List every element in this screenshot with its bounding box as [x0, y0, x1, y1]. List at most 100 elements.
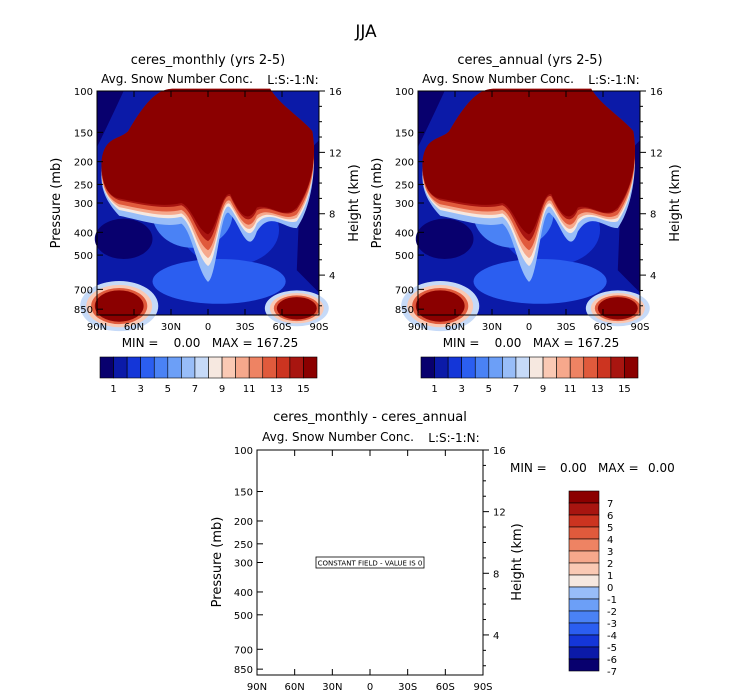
- x-tick-label: 90S: [630, 322, 649, 333]
- colorbar-label: 1: [431, 384, 437, 395]
- colorbar-label: 7: [513, 384, 519, 395]
- colorbar: 1 3 5 7 9 11 13 15: [99, 356, 318, 395]
- colorbar-label: -3: [607, 619, 617, 630]
- y-tick-label: 850: [74, 305, 93, 316]
- height-tick-label: 12: [493, 508, 506, 519]
- x-tick-label: 30N: [322, 682, 342, 693]
- y-tick-label: 700: [234, 645, 253, 656]
- colorbar-swatch: [568, 574, 600, 588]
- colorbar-swatch: [569, 356, 585, 379]
- y-tick-label: 250: [74, 180, 93, 191]
- colorbar-swatch: [568, 490, 600, 504]
- annotation-box: [315, 556, 425, 569]
- colorbar-swatch: [181, 356, 196, 379]
- colorbar-swatch: [597, 356, 612, 379]
- field-contour: [422, 88, 635, 235]
- field-contour: [597, 297, 638, 320]
- colorbar-swatch: [568, 562, 600, 576]
- colorbar-swatch: [447, 356, 462, 379]
- colorbar-swatch: [140, 356, 155, 379]
- min-max-readout: MIN = 0.00 MAX = 167.25: [443, 336, 620, 350]
- y-tick-label: 200: [234, 517, 253, 528]
- y-tick-label: 300: [395, 199, 414, 210]
- y-tick-label: 150: [74, 128, 93, 139]
- field-contour: [152, 259, 286, 304]
- colorbar-swatch: [624, 356, 639, 379]
- colorbar-label: -4: [607, 631, 617, 642]
- x-tick-label: 90N: [408, 322, 428, 333]
- y-axis-label: Pressure (mb): [210, 517, 225, 608]
- y-tick-label: 150: [234, 488, 253, 499]
- field-contour: [97, 91, 124, 147]
- colorbar-label: -2: [607, 607, 617, 618]
- colorbar-label: 5: [607, 523, 613, 534]
- x-tick-label: 60N: [285, 682, 305, 693]
- y-tick-label: 700: [74, 285, 93, 296]
- x-tick-label: 60N: [124, 322, 144, 333]
- colorbar-label: 1: [110, 384, 116, 395]
- colorbar-swatch: [568, 502, 600, 516]
- x-tick-label: 0: [367, 682, 373, 693]
- colorbar-swatch: [488, 356, 503, 379]
- colorbar-swatch: [568, 550, 600, 564]
- height-tick-label: 12: [329, 148, 342, 159]
- figure-title: JJA: [354, 22, 377, 42]
- height-tick-label: 4: [650, 271, 656, 282]
- colorbar-label: 11: [243, 384, 256, 395]
- colorbar-swatch: [221, 356, 236, 379]
- colorbar-swatch: [568, 538, 600, 552]
- height-tick-label: 16: [650, 87, 663, 98]
- y-tick-label: 500: [74, 251, 93, 262]
- y-tick-label: 400: [234, 588, 253, 599]
- colorbar-label: 9: [219, 384, 225, 395]
- y-tick-label: 850: [234, 665, 253, 676]
- x-tick-label: 30S: [398, 682, 417, 693]
- colorbar-label: 11: [564, 384, 577, 395]
- field-contour: [94, 218, 153, 259]
- x-tick-label: 0: [526, 322, 532, 333]
- colorbar-label: -5: [607, 643, 617, 654]
- panel-title: ceres_monthly (yrs 2-5): [131, 53, 285, 68]
- colorbar-label: 5: [486, 384, 492, 395]
- colorbar-label: 3: [459, 384, 465, 395]
- colorbar-label: 1: [607, 571, 613, 582]
- height-tick-label: 8: [493, 569, 499, 580]
- axes: 90N 60N 30N 0 30S 60S 90S 100 150 200 250 300 400 500…: [395, 87, 663, 333]
- colorbar-label: 13: [591, 384, 604, 395]
- y-tick-label: 300: [234, 559, 253, 570]
- colorbar-swatch: [262, 356, 277, 379]
- panel-subtitle: Avg. Snow Number Conc.: [422, 72, 574, 86]
- y-axis-label: Pressure (mb): [370, 158, 385, 249]
- y-tick-label: 500: [395, 251, 414, 262]
- colorbar-swatch: [248, 356, 264, 379]
- y2-axis-label: Height (km): [347, 164, 362, 241]
- height-tick-label: 8: [650, 210, 656, 221]
- x-tick-label: 90N: [87, 322, 107, 333]
- y2-axis-label: Height (km): [510, 523, 525, 600]
- y-tick-label: 100: [234, 446, 253, 457]
- panel-ceres-monthly: ceres_monthly (yrs 2-5) Avg. Snow Number…: [49, 53, 362, 395]
- colorbar-swatch: [276, 356, 291, 379]
- constant-field-annotation: CONSTANT FIELD - VALUE IS 0: [318, 560, 423, 568]
- panel-tag: L:S:-1:N:: [588, 73, 639, 87]
- y2-axis-label: Height (km): [668, 164, 683, 241]
- colorbar-swatch: [235, 356, 250, 379]
- y-tick-label: 150: [395, 128, 414, 139]
- colorbar-label: 5: [165, 384, 171, 395]
- colorbar-label: 15: [618, 384, 631, 395]
- colorbar-swatch: [568, 610, 600, 624]
- axes: 90N 60N 30N 0 30S 60S 90S 100 150 200 250 300 400 500…: [74, 87, 342, 333]
- colorbar-swatch: [167, 356, 182, 379]
- colorbar-swatch: [420, 356, 435, 379]
- max-label: MAX =: [598, 461, 639, 475]
- x-tick-label: 60S: [593, 322, 612, 333]
- colorbar-swatch: [568, 514, 600, 528]
- colorbar-swatch: [610, 356, 625, 379]
- colorbar-swatch: [556, 356, 571, 379]
- panel-ceres-annual: ceres_annual (yrs 2-5) Avg. Snow Number …: [370, 53, 683, 395]
- field-contour: [415, 218, 474, 259]
- colorbar-swatch: [568, 526, 600, 540]
- colorbar-swatch: [515, 356, 530, 379]
